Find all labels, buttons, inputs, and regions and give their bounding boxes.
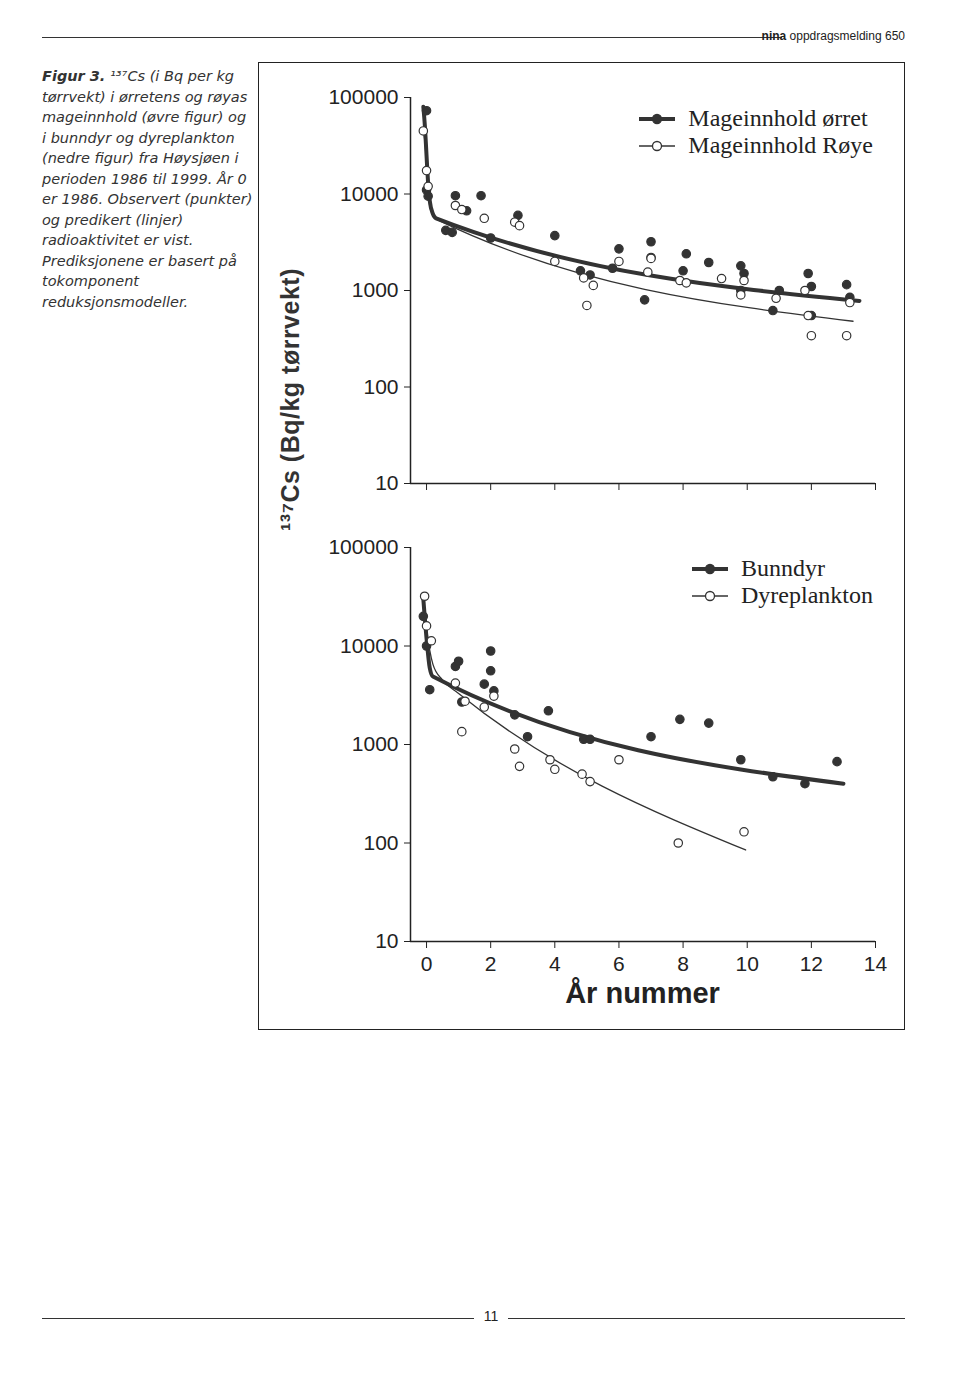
svg-text:2: 2 (485, 952, 497, 975)
svg-text:10000: 10000 (340, 182, 398, 205)
svg-text:100000: 100000 (328, 535, 398, 558)
html-text:¹³⁷Cs (Bq/kg tørrvekt): ¹³⁷Cs (Bq/kg tørrvekt) (275, 268, 304, 531)
html-text:Mageinnhold Røye: Mageinnhold Røye (688, 132, 873, 158)
svg-text:12: 12 (800, 952, 823, 975)
html-text:År nummer: År nummer (565, 977, 720, 1009)
svg-text:100000: 100000 (328, 85, 398, 108)
html-text:11: 11 (483, 1308, 499, 1324)
svg-text:100: 100 (363, 375, 398, 398)
svg-text:10: 10 (375, 929, 398, 952)
svg-text:10: 10 (736, 952, 759, 975)
svg-text:4: 4 (549, 952, 561, 975)
html-text:Dyreplankton: Dyreplankton (741, 582, 873, 608)
svg-text:10000: 10000 (340, 634, 398, 657)
svg-text:8: 8 (677, 952, 689, 975)
svg-text:10: 10 (375, 471, 398, 494)
svg-text:100: 100 (363, 831, 398, 854)
svg-text:1000: 1000 (352, 732, 399, 755)
svg-text:1000: 1000 (352, 278, 399, 301)
svg-text:0: 0 (421, 952, 433, 975)
html-text:Figur 3. ¹³⁷Cs (i Bq per kg tø: Figur 3. ¹³⁷Cs (i Bq per kg tørrvekt) i … (42, 68, 253, 310)
svg-text:14: 14 (864, 952, 888, 975)
html-text:nina oppdragsmelding 650: nina oppdragsmelding 650 (761, 29, 905, 43)
html-text:Mageinnhold ørret: Mageinnhold ørret (688, 105, 868, 131)
html-text:Bunndyr: Bunndyr (741, 555, 825, 581)
svg-text:6: 6 (613, 952, 625, 975)
